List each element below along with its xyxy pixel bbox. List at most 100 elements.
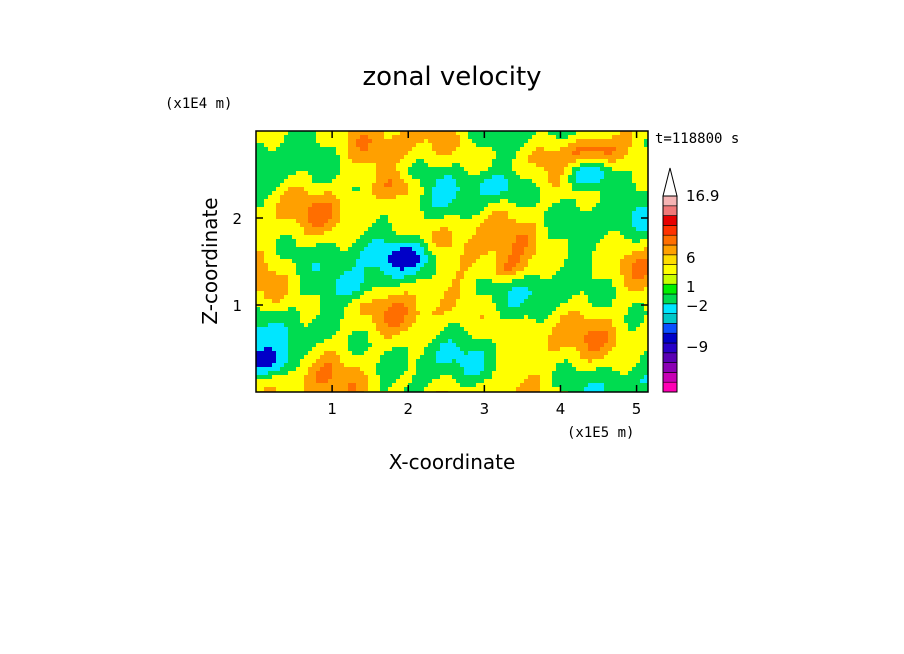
field-cell bbox=[488, 231, 493, 236]
field-cell bbox=[488, 251, 493, 256]
field-cell bbox=[468, 279, 473, 284]
field-cell bbox=[504, 199, 509, 204]
field-cell bbox=[476, 151, 481, 156]
field-cell bbox=[316, 239, 321, 244]
field-cell bbox=[428, 247, 433, 252]
field-cell bbox=[380, 315, 385, 320]
field-cell bbox=[480, 167, 485, 172]
field-cell bbox=[392, 347, 397, 352]
field-cell bbox=[392, 227, 397, 232]
field-cell bbox=[476, 207, 481, 212]
field-cell bbox=[504, 259, 509, 264]
field-cell bbox=[432, 307, 437, 312]
field-cell bbox=[552, 155, 557, 160]
field-cell bbox=[396, 211, 401, 216]
field-cell bbox=[420, 299, 425, 304]
field-cell bbox=[488, 367, 493, 372]
field-cell bbox=[472, 239, 477, 244]
field-cell bbox=[540, 323, 545, 328]
field-cell bbox=[480, 279, 485, 284]
field-cell bbox=[328, 295, 333, 300]
field-cell bbox=[484, 195, 489, 200]
field-cell bbox=[552, 247, 557, 252]
field-cell bbox=[300, 203, 305, 208]
field-cell bbox=[264, 315, 269, 320]
field-cell bbox=[344, 143, 349, 148]
field-cell bbox=[556, 151, 561, 156]
field-cell bbox=[544, 195, 549, 200]
field-cell bbox=[556, 179, 561, 184]
field-cell bbox=[404, 199, 409, 204]
field-cell bbox=[260, 151, 265, 156]
field-cell bbox=[524, 227, 529, 232]
field-cell bbox=[428, 167, 433, 172]
field-cell bbox=[388, 311, 393, 316]
field-cell bbox=[296, 191, 301, 196]
field-cell bbox=[540, 163, 545, 168]
field-cell bbox=[304, 239, 309, 244]
field-cell bbox=[532, 379, 537, 384]
field-cell bbox=[296, 295, 301, 300]
field-cell bbox=[496, 355, 501, 360]
field-cell bbox=[388, 219, 393, 224]
field-cell bbox=[396, 339, 401, 344]
field-cell bbox=[376, 155, 381, 160]
field-cell bbox=[348, 287, 353, 292]
field-cell bbox=[540, 359, 545, 364]
field-cell bbox=[476, 311, 481, 316]
field-cell bbox=[268, 159, 273, 164]
field-cell bbox=[284, 279, 289, 284]
field-cell bbox=[328, 235, 333, 240]
field-cell bbox=[492, 387, 497, 392]
field-cell bbox=[336, 355, 341, 360]
field-cell bbox=[552, 167, 557, 172]
field-cell bbox=[256, 279, 261, 284]
field-cell bbox=[336, 171, 341, 176]
field-cell bbox=[516, 371, 521, 376]
field-cell bbox=[384, 287, 389, 292]
field-cell bbox=[484, 295, 489, 300]
field-cell bbox=[300, 331, 305, 336]
field-cell bbox=[396, 259, 401, 264]
field-cell bbox=[512, 235, 517, 240]
field-cell bbox=[312, 339, 317, 344]
field-cell bbox=[448, 295, 453, 300]
field-cell bbox=[508, 347, 513, 352]
field-cell bbox=[516, 387, 521, 392]
field-cell bbox=[552, 251, 557, 256]
field-cell bbox=[292, 335, 297, 340]
field-cell bbox=[416, 219, 421, 224]
field-cell bbox=[508, 367, 513, 372]
field-cell bbox=[492, 235, 497, 240]
field-cell bbox=[536, 383, 541, 388]
field-cell bbox=[324, 275, 329, 280]
field-cell bbox=[520, 171, 525, 176]
field-cell bbox=[532, 163, 537, 168]
field-cell bbox=[300, 259, 305, 264]
field-cell bbox=[292, 199, 297, 204]
field-cell bbox=[316, 335, 321, 340]
field-cell bbox=[500, 287, 505, 292]
field-cell bbox=[300, 359, 305, 364]
field-cell bbox=[516, 159, 521, 164]
field-cell bbox=[288, 307, 293, 312]
field-cell bbox=[544, 147, 549, 152]
field-cell bbox=[444, 259, 449, 264]
field-cell bbox=[524, 295, 529, 300]
field-cell bbox=[432, 351, 437, 356]
field-cell bbox=[256, 171, 261, 176]
field-cell bbox=[436, 283, 441, 288]
field-cell bbox=[284, 183, 289, 188]
field-cell bbox=[288, 339, 293, 344]
field-cell bbox=[340, 231, 345, 236]
field-cell bbox=[484, 327, 489, 332]
field-cell bbox=[448, 219, 453, 224]
field-cell bbox=[532, 183, 537, 188]
field-cell bbox=[496, 295, 501, 300]
field-cell bbox=[528, 135, 533, 140]
field-cell bbox=[404, 223, 409, 228]
field-cell bbox=[504, 187, 509, 192]
field-cell bbox=[272, 351, 277, 356]
field-cell bbox=[288, 139, 293, 144]
field-cell bbox=[424, 215, 429, 220]
